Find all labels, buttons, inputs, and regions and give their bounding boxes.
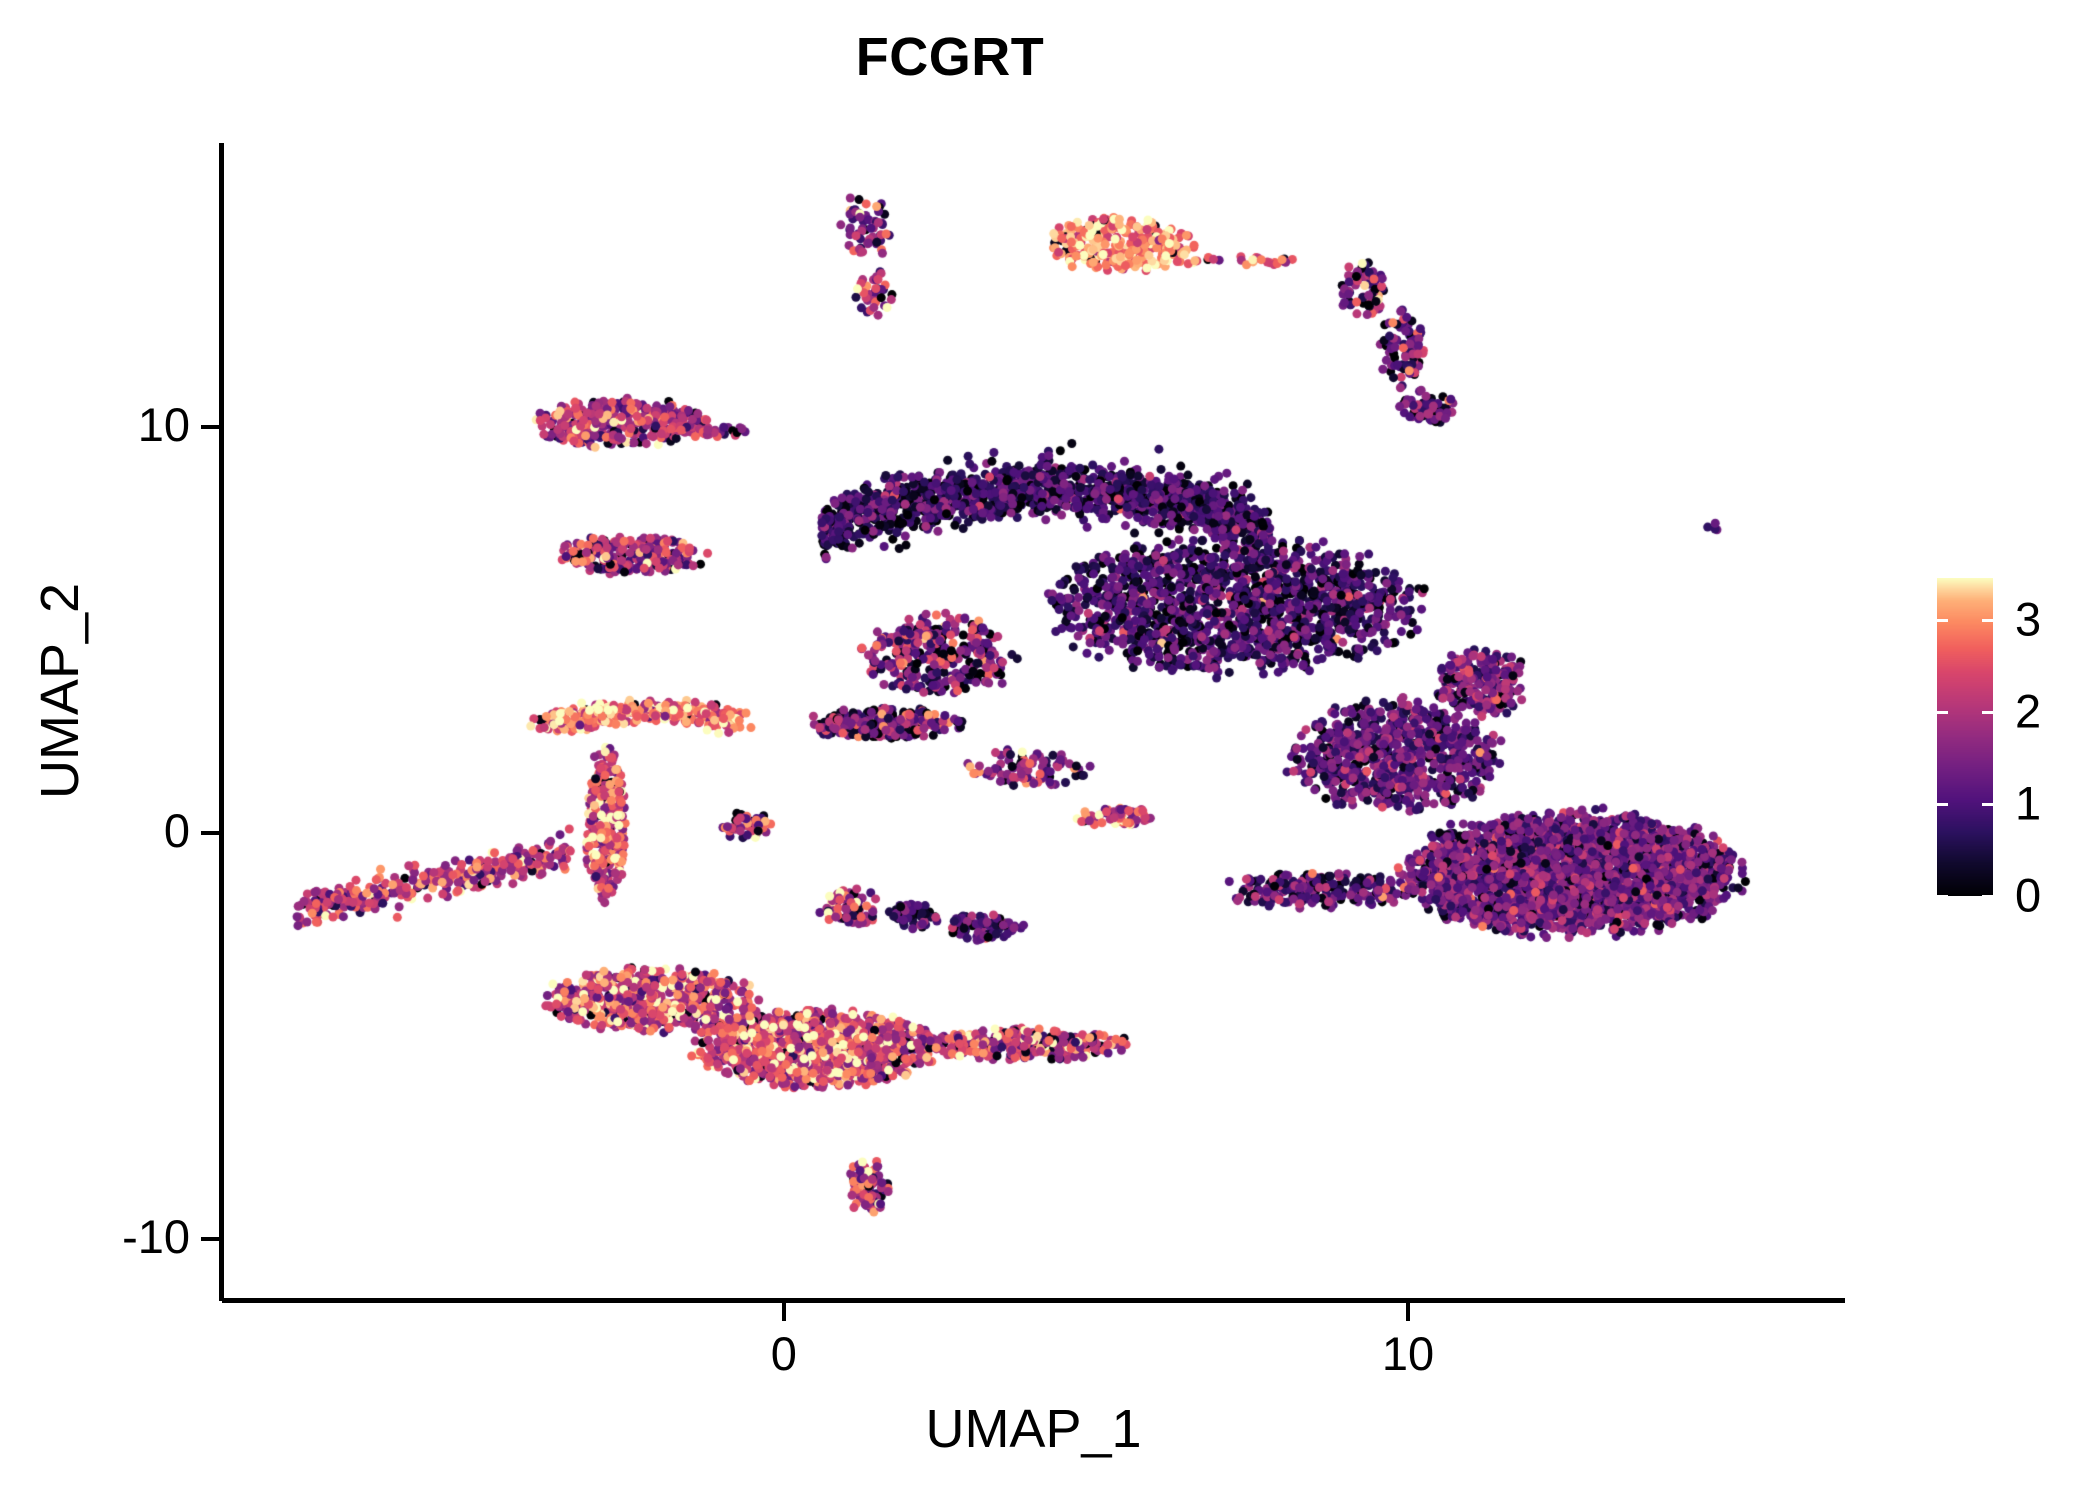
y-tick-mark-neg10 xyxy=(201,1237,219,1242)
x-axis-line xyxy=(222,1298,1845,1303)
y-tick-mark-0 xyxy=(201,831,219,836)
y-axis-title: UMAP_2 xyxy=(30,582,90,800)
x-axis-title: UMAP_1 xyxy=(925,1399,1142,1459)
colorbar-tick-1 xyxy=(1982,803,1993,807)
colorbar-tick-1 xyxy=(1937,803,1948,807)
page-title: FCGRT xyxy=(855,27,1045,87)
colorbar-label-3: 3 xyxy=(2015,592,2042,646)
y-tick-label-neg10: -10 xyxy=(122,1210,190,1264)
y-tick-label-0: 0 xyxy=(163,804,190,858)
scatter-plot-canvas xyxy=(222,143,1845,1300)
x-tick-label-0: 0 xyxy=(770,1327,797,1380)
colorbar-tick-0 xyxy=(1982,895,1993,898)
colorbar-tick-2 xyxy=(1982,711,1993,715)
colorbar-label-2: 2 xyxy=(2015,684,2042,738)
colorbar-tick-0 xyxy=(1937,895,1948,898)
colorbar-tick-3 xyxy=(1982,619,1993,623)
colorbar-gradient xyxy=(1937,578,1993,896)
x-tick-mark-0 xyxy=(781,1303,786,1321)
colorbar-label-1: 1 xyxy=(2015,776,2042,830)
y-axis-line xyxy=(219,143,224,1301)
y-tick-label-10: 10 xyxy=(137,398,190,452)
colorbar-tick-2 xyxy=(1937,711,1948,715)
x-tick-label-10: 10 xyxy=(1381,1327,1435,1380)
plot-panel xyxy=(222,143,1845,1300)
colorbar-label-0: 0 xyxy=(2015,868,2042,922)
y-tick-mark-10 xyxy=(201,425,219,430)
x-tick-mark-10 xyxy=(1406,1303,1411,1321)
colorbar-legend: 3 2 1 0 xyxy=(1937,578,2087,919)
colorbar-tick-3 xyxy=(1937,619,1948,623)
